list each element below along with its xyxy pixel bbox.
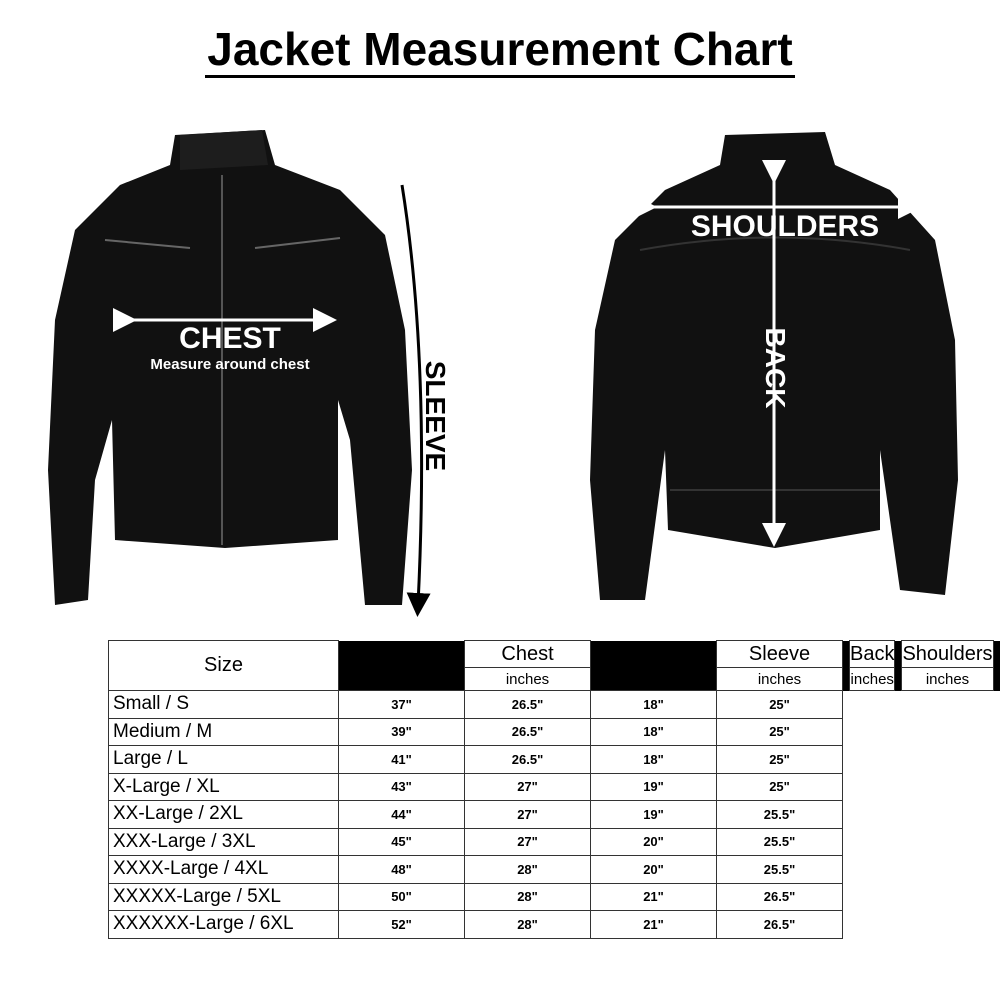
column-header: Chest [464, 640, 591, 668]
size-table: Size Chest Sleeve Back Shoulders inches … [108, 640, 1000, 939]
sleeve-arrow [400, 184, 431, 617]
size-cell: Medium / M [108, 717, 339, 746]
value-cell: 26.5" [464, 745, 591, 774]
size-cell: XXXXX-Large / 5XL [108, 882, 339, 911]
value-cell: 39" [338, 717, 465, 746]
chest-label: CHEST [179, 322, 281, 355]
size-cell: XXXXXX-Large / 6XL [108, 910, 339, 939]
value-cell: 18" [590, 745, 717, 774]
size-cell: Small / S [108, 690, 339, 719]
column-unit: inches [464, 667, 591, 691]
column-unit: inches [716, 667, 843, 691]
value-cell: 43" [338, 772, 465, 801]
shoulders-label: SHOULDERS [690, 210, 880, 243]
column-header: Sleeve [716, 640, 843, 668]
size-cell: XXX-Large / 3XL [108, 827, 339, 856]
column-header: Shoulders [901, 640, 994, 668]
value-cell: 25" [716, 772, 843, 801]
value-cell: 26.5" [464, 717, 591, 746]
column-header: Back [848, 640, 896, 668]
sleeve-label: SLEEVE [420, 360, 451, 472]
value-cell: 19" [590, 800, 717, 829]
size-cell: XX-Large / 2XL [108, 800, 339, 829]
value-cell: 52" [338, 910, 465, 939]
value-cell: 25.5" [716, 800, 843, 829]
value-cell: 25" [716, 717, 843, 746]
value-cell: 20" [590, 827, 717, 856]
size-cell: Large / L [108, 745, 339, 774]
value-cell: 25.5" [716, 827, 843, 856]
value-cell: 44" [338, 800, 465, 829]
table-row: Small / S 37" 26.5" 18" 25" [108, 690, 1000, 719]
value-cell: 28" [464, 855, 591, 884]
value-cell: 27" [464, 827, 591, 856]
table-row: X-Large / XL 43" 27" 19" 25" [108, 772, 1000, 801]
table-row: XXXX-Large / 4XL 48" 28" 20" 25.5" [108, 855, 1000, 884]
size-cell: XXXX-Large / 4XL [108, 855, 339, 884]
size-cell: X-Large / XL [108, 772, 339, 801]
jacket-front-image [48, 130, 412, 605]
value-cell: 19" [590, 772, 717, 801]
table-row: XX-Large / 2XL 44" 27" 19" 25.5" [108, 800, 1000, 829]
table-row: Large / L 41" 26.5" 18" 25" [108, 745, 1000, 774]
column-unit: inches [848, 667, 896, 691]
value-cell: 50" [338, 882, 465, 911]
value-cell: 28" [464, 910, 591, 939]
value-cell: 37" [338, 690, 465, 719]
back-label: BACK [760, 327, 791, 409]
table-row: XXX-Large / 3XL 45" 27" 20" 25.5" [108, 827, 1000, 856]
value-cell: 45" [338, 827, 465, 856]
table-row: XXXXXX-Large / 6XL 52" 28" 21" 26.5" [108, 910, 1000, 939]
value-cell: 27" [464, 800, 591, 829]
value-cell: 27" [464, 772, 591, 801]
value-cell: 18" [590, 717, 717, 746]
value-cell: 26.5" [716, 910, 843, 939]
size-header: Size [108, 640, 339, 691]
value-cell: 26.5" [716, 882, 843, 911]
value-cell: 20" [590, 855, 717, 884]
value-cell: 21" [590, 910, 717, 939]
value-cell: 18" [590, 690, 717, 719]
column-unit: inches [901, 667, 994, 691]
jacket-illustrations [48, 130, 958, 617]
page-title: Jacket Measurement Chart [0, 22, 1000, 78]
value-cell: 28" [464, 882, 591, 911]
table-row: Medium / M 39" 26.5" 18" 25" [108, 717, 1000, 746]
value-cell: 21" [590, 882, 717, 911]
chest-note: Measure around chest [150, 356, 310, 373]
value-cell: 25" [716, 745, 843, 774]
value-cell: 26.5" [464, 690, 591, 719]
value-cell: 25.5" [716, 855, 843, 884]
value-cell: 25" [716, 690, 843, 719]
value-cell: 48" [338, 855, 465, 884]
value-cell: 41" [338, 745, 465, 774]
table-row: XXXXX-Large / 5XL 50" 28" 21" 26.5" [108, 882, 1000, 911]
